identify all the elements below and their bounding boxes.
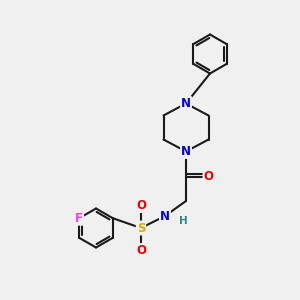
- Text: N: N: [181, 145, 191, 158]
- Text: O: O: [136, 199, 146, 212]
- Text: S: S: [137, 221, 145, 235]
- Text: N: N: [181, 97, 191, 110]
- Text: O: O: [136, 244, 146, 257]
- Text: F: F: [75, 212, 83, 225]
- Text: H: H: [178, 215, 188, 226]
- Text: N: N: [160, 209, 170, 223]
- Text: O: O: [203, 170, 214, 184]
